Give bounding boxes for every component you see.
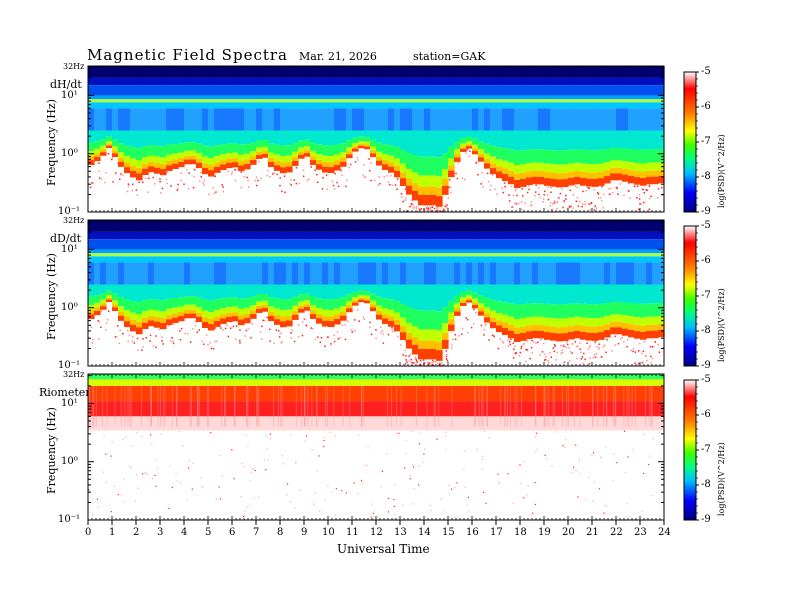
x-tick-label: 20	[562, 527, 575, 538]
top-label-dddt: 32Hz	[63, 216, 85, 225]
panel-dddt	[87, 219, 699, 367]
panel-label-riometer: Riometer	[39, 386, 91, 399]
colorbar-0	[683, 71, 697, 213]
x-tick-label: 16	[466, 527, 479, 538]
colorbar-tick-label: -8	[701, 479, 711, 490]
colorbar-tick-label: -6	[701, 101, 711, 112]
colorbar-tick-label: -8	[701, 325, 711, 336]
colorbar-tick-label: -6	[701, 255, 711, 266]
x-tick-label: 11	[346, 527, 359, 538]
ytick-dhdt-1: 10¹	[61, 90, 78, 101]
chart-title: Magnetic Field Spectra	[87, 46, 288, 64]
top-label-dhdt: 32Hz	[63, 62, 85, 71]
x-tick-label: 6	[229, 527, 236, 538]
x-tick-label: 23	[634, 527, 647, 538]
panel-label-dddt: dD/dt	[50, 232, 82, 245]
date-label: Mar. 21, 2026	[299, 50, 377, 63]
x-tick-label: 1	[109, 527, 116, 538]
x-tick-label: 13	[394, 527, 407, 538]
x-tick-label: 21	[586, 527, 599, 538]
ytick-dddt-1: 10¹	[61, 244, 78, 255]
x-tick-label: 12	[370, 527, 383, 538]
colorbar-tick-label: -7	[701, 136, 711, 147]
colorbar-2	[683, 379, 697, 521]
x-tick-label: 15	[442, 527, 455, 538]
x-tick-label: 7	[253, 527, 260, 538]
ytick-dddt-m1: 10⁻¹	[58, 360, 81, 371]
x-tick-label: 18	[514, 527, 527, 538]
x-tick-label: 10	[322, 527, 335, 538]
colorbar-tick-label: -7	[701, 444, 711, 455]
x-tick-label: 19	[538, 527, 551, 538]
colorbar-tick-label: -8	[701, 171, 711, 182]
panel-label-dhdt: dH/dt	[50, 78, 82, 91]
x-tick-label: 14	[418, 527, 431, 538]
panel-dhdt	[87, 65, 699, 213]
ytick-dddt-0: 10⁰	[61, 302, 78, 313]
x-tick-label: 4	[181, 527, 188, 538]
x-tick-label: 3	[157, 527, 164, 538]
x-tick-label: 2	[133, 527, 140, 538]
panel-riometer	[87, 373, 699, 522]
top-label-riometer: 32Hz	[63, 370, 85, 379]
x-tick-label: 22	[610, 527, 623, 538]
station-label: station=GAK	[413, 50, 486, 63]
x-tick-label: 5	[205, 527, 212, 538]
ytick-dhdt-0: 10⁰	[61, 148, 78, 159]
x-tick-label: 8	[277, 527, 284, 538]
x-axis-title: Universal Time	[337, 542, 430, 556]
colorbar-1	[683, 225, 697, 367]
colorbar-tick-label: -5	[701, 220, 711, 231]
colorbar-tick-label: -6	[701, 409, 711, 420]
x-tick-label: 24	[658, 527, 671, 538]
x-tick-label: 0	[85, 527, 92, 538]
ytick-rio-0: 10⁰	[61, 456, 78, 467]
ytick-rio-1: 10¹	[61, 398, 78, 409]
x-tick-label: 9	[301, 527, 308, 538]
colorbar-tick-label: -9	[701, 514, 711, 525]
colorbar-tick-label: -9	[701, 360, 711, 371]
colorbar-tick-label: -5	[701, 374, 711, 385]
ytick-rio-m1: 10⁻¹	[58, 514, 81, 525]
x-tick-label: 17	[490, 527, 503, 538]
ytick-dhdt-m1: 10⁻¹	[58, 206, 81, 217]
colorbar-tick-label: -9	[701, 206, 711, 217]
colorbar-tick-label: -7	[701, 290, 711, 301]
colorbar-tick-label: -5	[701, 66, 711, 77]
